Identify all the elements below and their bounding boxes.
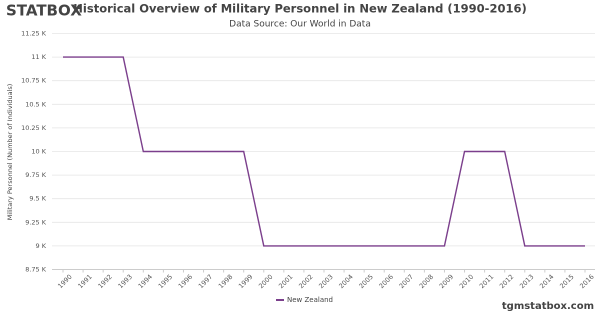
x-tick-label: 1990 xyxy=(56,273,73,290)
y-tick-label: 11.25 K xyxy=(21,30,47,38)
x-tick-label: 2008 xyxy=(418,273,435,290)
x-tick-label: 2013 xyxy=(518,273,535,290)
x-tick-label: 2004 xyxy=(337,273,354,290)
y-tick-label: 10.75 K xyxy=(21,77,47,85)
legend-label: New Zealand xyxy=(287,296,333,304)
x-tick-label: 2003 xyxy=(317,273,334,290)
x-tick-label: 2016 xyxy=(578,273,595,290)
y-tick-label: 10.25 K xyxy=(21,124,47,132)
x-tick-label: 2012 xyxy=(498,273,515,290)
x-tick-label: 1999 xyxy=(237,273,254,290)
y-tick-label: 9.25 K xyxy=(25,218,47,226)
x-tick-label: 1993 xyxy=(117,273,134,290)
x-tick-label: 1996 xyxy=(177,273,194,290)
x-tick-label: 2000 xyxy=(257,273,274,290)
y-tick-label: 8.75 K xyxy=(25,266,47,274)
x-tick-label: 1992 xyxy=(96,273,113,290)
chart-subtitle: Data Source: Our World in Data xyxy=(229,20,371,30)
x-tick-label: 2011 xyxy=(478,273,495,290)
y-tick-label: 10.5 K xyxy=(25,100,47,108)
x-tick-label: 2006 xyxy=(378,273,395,290)
chart-title: Historical Overview of Military Personne… xyxy=(73,2,526,16)
x-tick-label: 2009 xyxy=(438,273,455,290)
watermark: tgmstatbox.com xyxy=(502,301,594,312)
y-tick-label: 9.5 K xyxy=(29,195,46,203)
x-tick-label: 2002 xyxy=(297,273,314,290)
x-tick-label: 2001 xyxy=(277,273,294,290)
x-tick-label: 2007 xyxy=(398,273,415,290)
x-tick-label: 1991 xyxy=(76,273,93,290)
y-axis-label: Military Personnel (Number of Individual… xyxy=(6,84,14,221)
x-tick-label: 1995 xyxy=(157,273,174,290)
x-tick-label: 2014 xyxy=(538,273,555,290)
x-tick-label: 1998 xyxy=(217,273,234,290)
x-tick-label: 2010 xyxy=(458,273,475,290)
y-tick-label: 10 K xyxy=(31,148,46,156)
y-tick-label: 9 K xyxy=(36,242,47,250)
x-tick-label: 1997 xyxy=(197,273,214,290)
logo: STATBOX xyxy=(6,2,82,20)
x-tick-label: 2005 xyxy=(357,273,374,290)
x-tick-label: 1994 xyxy=(137,273,154,290)
x-tick-label: 2015 xyxy=(558,273,575,290)
y-tick-label: 9.75 K xyxy=(25,171,47,179)
line xyxy=(63,56,585,247)
y-tick-label: 11 K xyxy=(31,53,46,61)
